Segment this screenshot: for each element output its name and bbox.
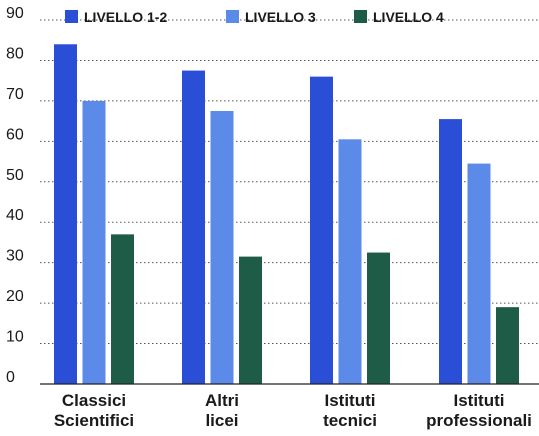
x-category-label: Altri [205,391,239,410]
legend-swatch [226,10,239,23]
bar [467,163,491,384]
legend-swatch [354,10,367,23]
bar [239,256,262,384]
y-tick-label: 80 [6,45,24,62]
legend-label: LIVELLO 3 [245,9,316,25]
bar [111,234,134,384]
x-category-label: licei [205,411,238,430]
x-category-label: Istituti [454,391,505,410]
bar [210,111,234,384]
y-tick-label: 30 [6,248,24,265]
y-tick-label: 40 [6,207,24,224]
y-tick-label: 60 [6,126,24,143]
legend-swatch [65,10,78,23]
y-axis-tick-labels: 0 10 20 30 40 50 60 70 80 90 [6,5,24,386]
bar [310,76,333,384]
x-axis-category-labels: ClassiciScientificiAltriliceiIstitutitec… [54,391,532,430]
bar [439,119,462,384]
legend-label: LIVELLO 1-2 [84,9,167,25]
y-tick-label: 20 [6,288,24,305]
gridlines [40,19,539,345]
y-tick-label: 50 [6,167,24,184]
x-category-label: professionali [426,411,532,430]
bar [54,44,77,385]
x-category-label: Scientifici [54,411,134,430]
bar [496,307,519,384]
bar [182,70,205,385]
x-category-label: Classici [62,391,126,410]
y-tick-label: 70 [6,86,24,103]
y-tick-label: 0 [6,369,15,386]
bars [54,44,519,385]
y-tick-label: 90 [6,5,24,22]
bar [367,252,390,384]
x-category-label: Istituti [325,391,376,410]
y-tick-label: 10 [6,329,24,346]
x-category-label: tecnici [323,411,377,430]
bar [82,100,106,384]
legend: LIVELLO 1-2 LIVELLO 3 LIVELLO 4 [65,9,444,25]
bar [338,139,362,384]
legend-label: LIVELLO 4 [373,9,444,25]
